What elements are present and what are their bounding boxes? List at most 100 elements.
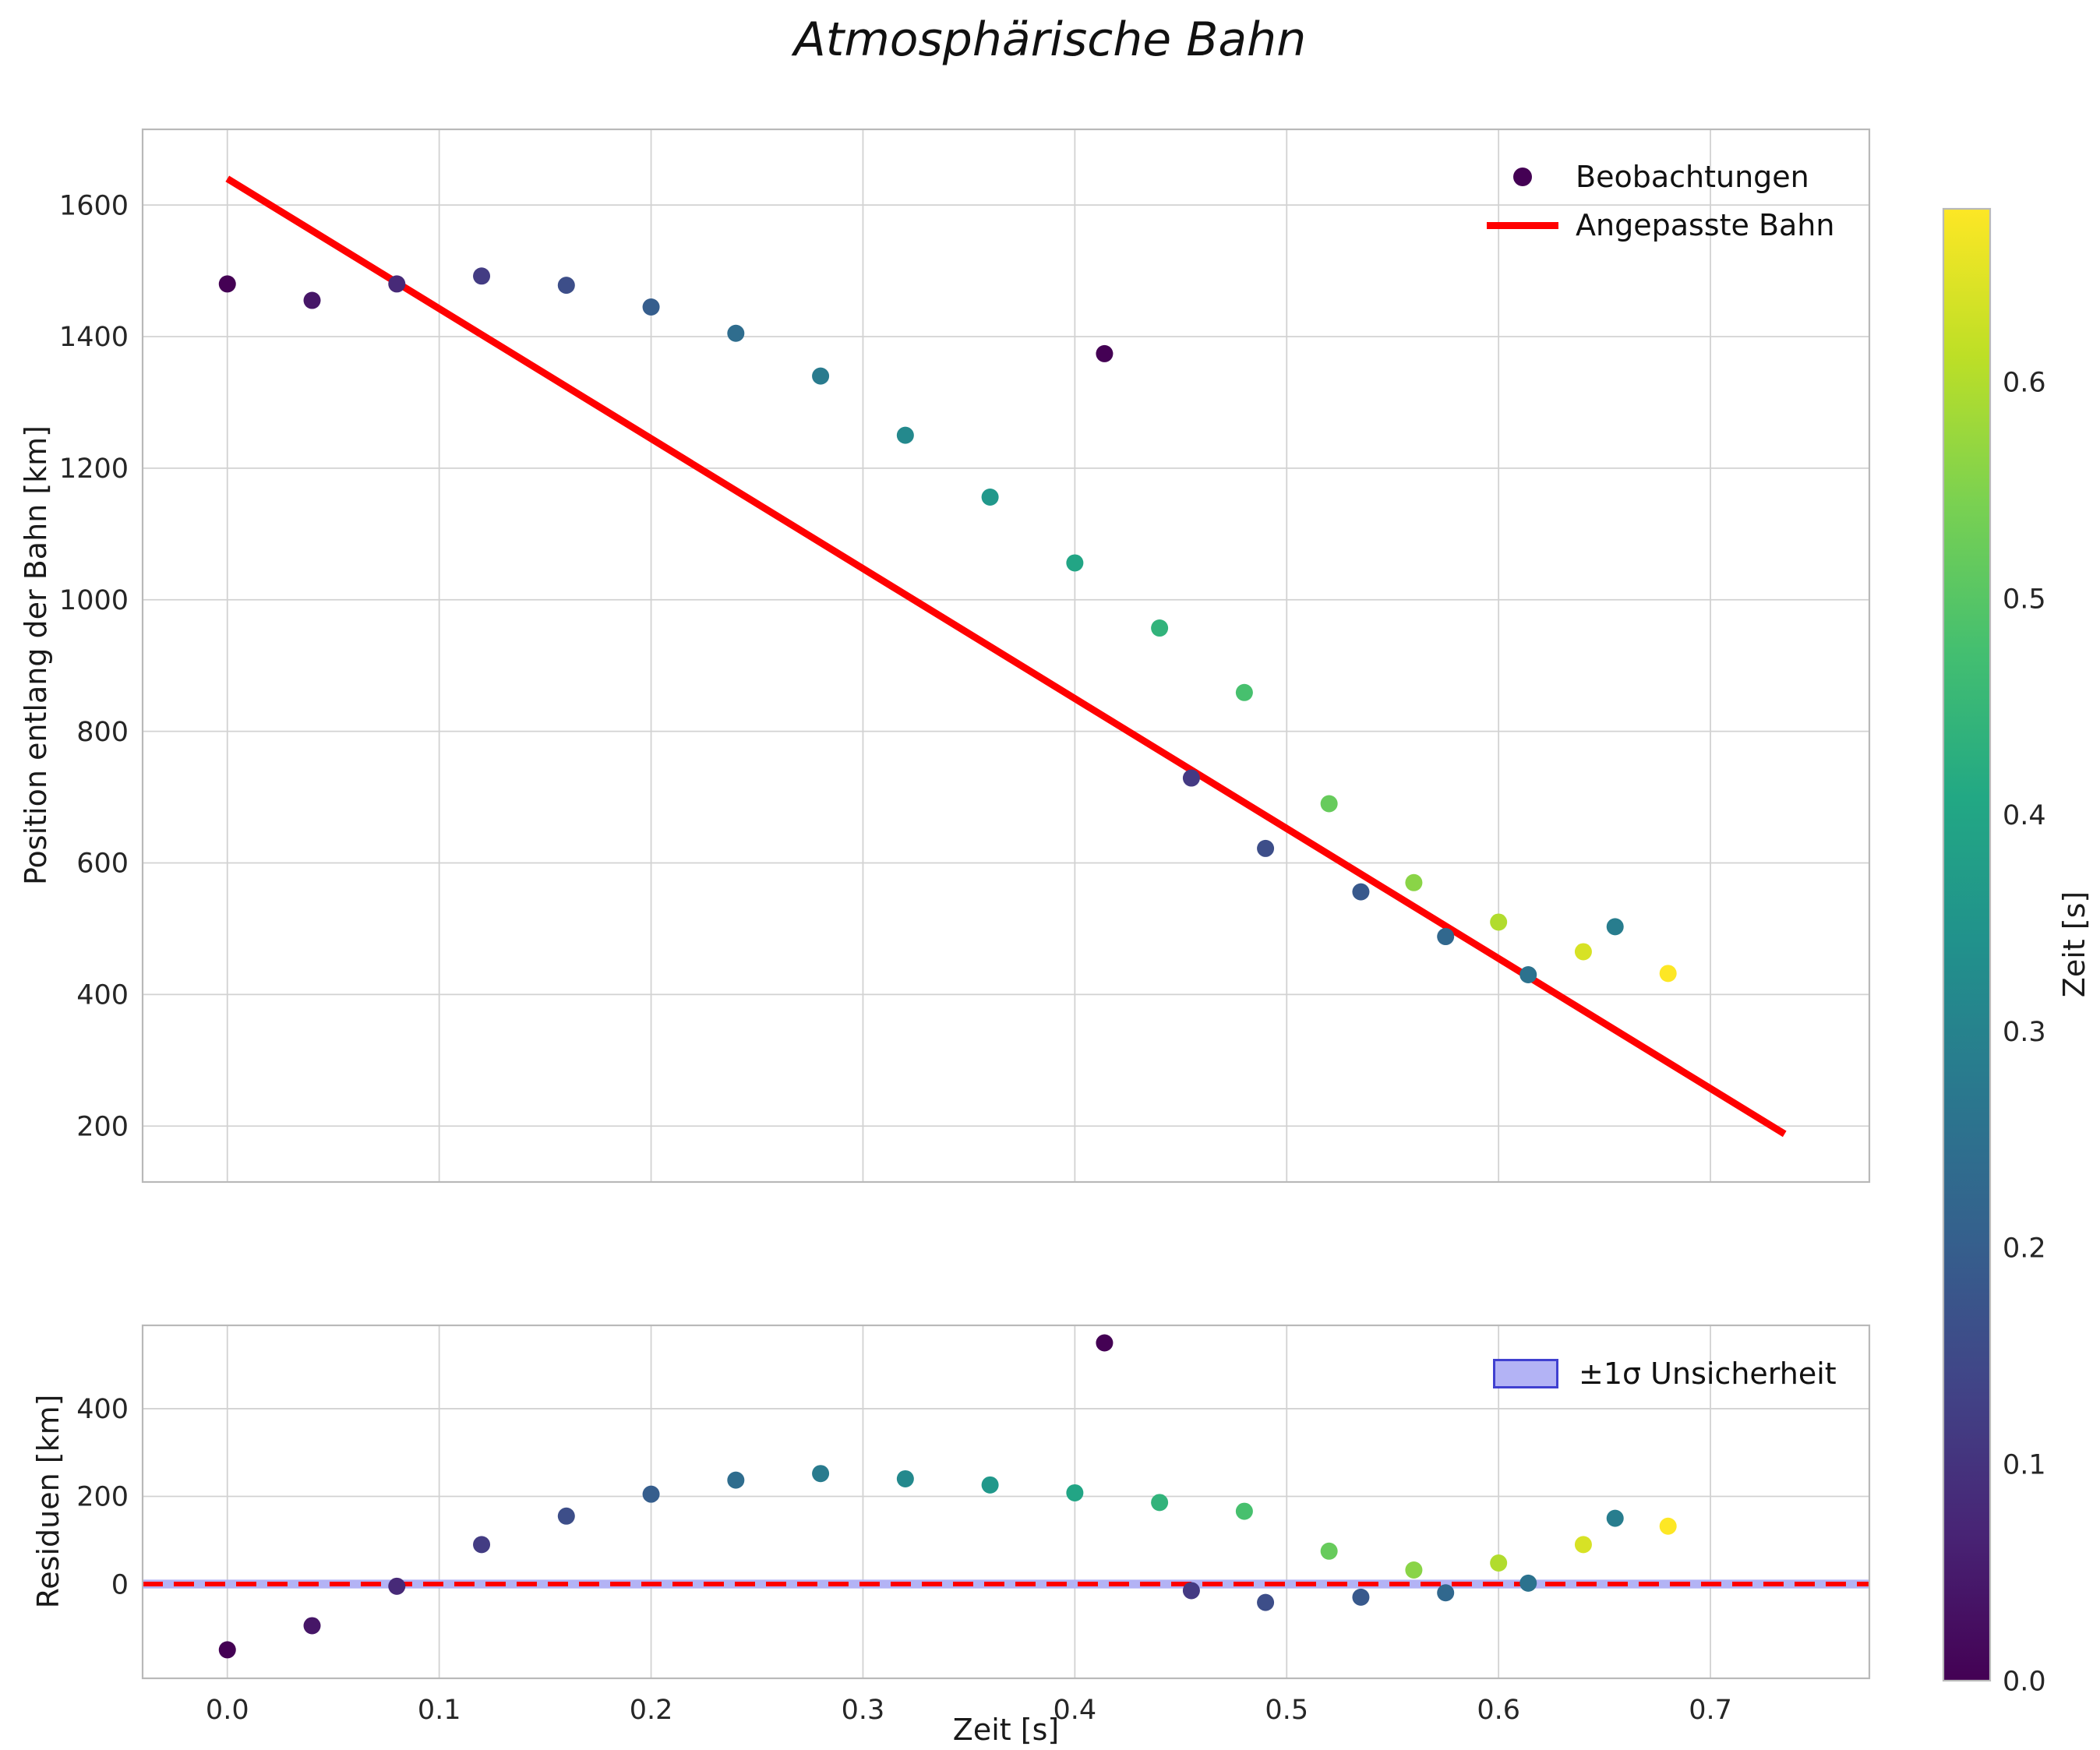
residual-point [218,1641,236,1659]
scatter-point [1257,839,1275,857]
residual-point [981,1476,999,1494]
x-tick-label: 0.5 [1265,1695,1308,1726]
residual-point [1257,1593,1275,1611]
residual-point [727,1471,745,1489]
legend-item-observations: Beobachtungen [1487,153,1834,201]
colorbar-tick-label: 0.0 [2003,1666,2046,1697]
legend-band-handle [1490,1359,1562,1388]
scatter-point [218,275,236,293]
scatter-point [1405,873,1423,891]
main-y-tick-label: 200 [76,1111,129,1142]
x-tick-label: 0.4 [1054,1695,1097,1726]
x-tick-label: 0.0 [206,1695,249,1726]
scatter-point [1519,966,1537,984]
residual-point [1096,1334,1114,1352]
x-axis-label: Zeit [s] [952,1713,1060,1747]
legend-fit-label: Angepasste Bahn [1576,208,1835,242]
scatter-point [1352,883,1370,901]
main-y-tick-label: 1600 [59,190,129,221]
fit-line [225,175,1787,1138]
residual-point [812,1465,830,1483]
residual-point [1182,1582,1200,1600]
x-tick-label: 0.3 [842,1695,885,1726]
residual-y-axis-label: Residuen [km] [31,1394,65,1609]
main-y-tick-label: 1000 [59,585,129,616]
residual-point [557,1507,575,1525]
residual-point [303,1617,321,1635]
residual-point [1405,1561,1423,1579]
scatter-point [896,426,914,444]
residual-y-tick-label: 0 [111,1569,129,1600]
residual-point [1235,1502,1253,1520]
main-y-tick-label: 1400 [59,322,129,353]
scatter-point [1182,769,1200,787]
residual-y-tick-label: 200 [76,1482,129,1513]
colorbar-tick-label: 0.5 [2003,584,2046,615]
scatter-point [981,489,999,506]
legend-item-fit: Angepasste Bahn [1487,201,1834,249]
main-legend: Beobachtungen Angepasste Bahn [1487,153,1834,249]
scatter-point [1574,943,1592,961]
x-tick-label: 0.7 [1689,1695,1732,1726]
main-y-tick-label: 1200 [59,453,129,485]
residual-point [473,1536,491,1554]
x-tick-label: 0.6 [1477,1695,1520,1726]
scatter-point [1437,928,1455,946]
residual-y-tick-label: 400 [76,1394,129,1425]
colorbar-tick-label: 0.6 [2003,367,2046,398]
scatter-point [388,275,406,293]
legend-observations-label: Beobachtungen [1576,160,1809,194]
residual-point [388,1577,406,1595]
scatter-point [473,267,491,285]
legend-observations-marker-icon [1513,168,1532,186]
colorbar-gradient [1943,209,1990,1681]
legend-band-label: ±1σ Unsicherheit [1579,1357,1837,1391]
scatter-point [1096,344,1114,362]
residual-axes-frame [141,1324,1871,1680]
colorbar-tick-label: 0.3 [2003,1017,2046,1048]
residual-legend: ±1σ Unsicherheit [1490,1350,1837,1398]
main-y-tick-label: 400 [76,980,129,1011]
scatter-point [557,277,575,295]
scatter-point [642,298,660,316]
main-y-tick-label: 800 [76,717,129,748]
residual-point [1151,1494,1169,1512]
main-y-axis-label: Position entlang der Bahn [km] [19,425,53,886]
legend-band-patch-icon [1493,1359,1558,1388]
residual-point [1320,1542,1338,1560]
legend-item-uncertainty: ±1σ Unsicherheit [1490,1350,1837,1398]
residual-point [1066,1484,1084,1501]
x-tick-label: 0.1 [418,1695,461,1726]
colorbar-tick-label: 0.2 [2003,1233,2046,1265]
scatter-point [1606,918,1624,936]
scatter-point [1320,795,1338,813]
residual-point [1659,1517,1677,1535]
colorbar-tick-label: 0.4 [2003,800,2046,831]
residual-point [642,1485,660,1503]
scatter-point [1659,965,1677,983]
scatter-point [1151,619,1169,637]
legend-fit-line-icon [1487,221,1558,229]
residual-point [1437,1584,1455,1602]
residual-point [1606,1509,1624,1527]
x-tick-label: 0.2 [630,1695,673,1726]
scatter-point [1490,913,1508,931]
scatter-point [812,367,830,385]
residual-point [1574,1536,1592,1554]
residual-point [1490,1554,1508,1572]
uncertainty-band [143,1579,1869,1589]
scatter-point [1235,683,1253,701]
residual-point [896,1470,914,1487]
scatter-point [727,324,745,342]
scatter-point [303,291,321,309]
colorbar-tick-label: 0.1 [2003,1449,2046,1480]
colorbar-label: Zeit [s] [2057,891,2091,998]
main-axes-frame [141,128,1871,1184]
colorbar-frame [1942,207,1992,1682]
scatter-point [1066,554,1084,572]
legend-fit-handle [1487,221,1558,229]
residual-point [1352,1588,1370,1606]
chart-title: Atmosphärische Bahn [793,12,1307,67]
